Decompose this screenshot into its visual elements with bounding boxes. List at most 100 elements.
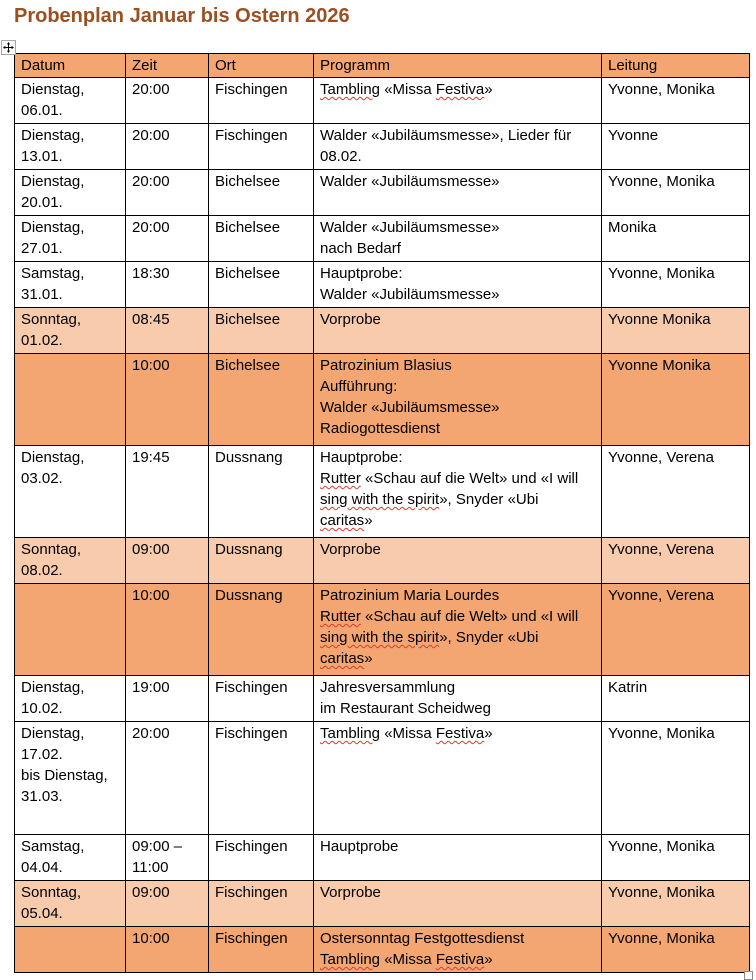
leitung-line: Yvonne <box>608 127 659 144</box>
datum-line: bis Dienstag, <box>21 767 108 784</box>
cell-zeit: 19:45 <box>125 445 209 538</box>
cell-datum: Dienstag, 10.02. <box>14 675 126 722</box>
misspelled-word: Tambling <box>320 951 381 968</box>
programm-line: Hauptprobe: <box>320 449 403 466</box>
misspelled-word: Festiva <box>435 81 485 98</box>
leitung-line: Yvonne, Monika <box>608 81 715 98</box>
cell-datum: Sonntag, 08.02. <box>14 537 126 584</box>
cell-datum: Dienstag, 06.01. <box>14 77 126 124</box>
leitung-line: Yvonne, Verena <box>608 449 714 466</box>
cell-zeit: 20:00 <box>125 77 209 124</box>
cell-programm: Patrozinium Maria Lourdes Rutter «Schau a… <box>313 583 602 676</box>
table-row: Dienstag, 17.02. bis Dienstag, 31.03. 20:00 F… <box>14 721 750 835</box>
cell-programm: Hauptprobe <box>313 834 602 881</box>
cell-ort: Bichelsee <box>208 261 314 308</box>
cell-zeit: 10:00 <box>125 353 209 446</box>
datum-line: 31.01. <box>21 286 63 303</box>
cell-datum <box>14 583 126 676</box>
programm-line: Patrozinium Blasius <box>320 357 452 374</box>
cell-ort: Fischingen <box>208 123 314 170</box>
misspelled-word: caritas <box>320 512 365 529</box>
misspelled-word: Tambling <box>320 81 381 98</box>
cell-zeit: 19:00 <box>125 675 209 722</box>
ort-line: Dussnang <box>215 541 283 558</box>
table-header-row: Datum Zeit Ort Programm Leitung <box>14 53 750 78</box>
cell-datum: Sonntag, 05.04. <box>14 880 126 927</box>
cell-leitung: Yvonne Monika <box>601 307 750 354</box>
cell-zeit: 18:30 <box>125 261 209 308</box>
cell-leitung: Yvonne, Monika <box>601 169 750 216</box>
cell-leitung: Yvonne Monika <box>601 353 750 446</box>
table-move-handle-icon[interactable] <box>1 40 16 55</box>
cell-programm: Vorprobe <box>313 880 602 927</box>
cell-leitung: Yvonne, Monika <box>601 77 750 124</box>
header-leitung: Leitung <box>601 53 750 78</box>
datum-line: 03.02. <box>21 470 63 487</box>
zeit-line: 09:00 – <box>132 838 183 855</box>
page-title: Probenplan Januar bis Ostern 2026 <box>14 5 350 27</box>
zeit-line: 09:00 <box>132 884 170 901</box>
table-resize-handle-icon[interactable] <box>744 971 753 980</box>
datum-line: 10.02. <box>21 700 63 717</box>
cell-programm: Walder «Jubiläumsmesse», Lieder für 08.02… <box>313 123 602 170</box>
cell-zeit: 10:00 <box>125 926 209 973</box>
leitung-line: Yvonne, Monika <box>608 265 715 282</box>
cell-datum <box>14 353 126 446</box>
cell-leitung: Yvonne <box>601 123 750 170</box>
datum-line: Dienstag, <box>21 725 85 742</box>
zeit-line: 20:00 <box>132 725 170 742</box>
cell-programm: Vorprobe <box>313 537 602 584</box>
ort-line: Fischingen <box>215 725 288 742</box>
programm-line: Tambling «Missa Festiva» <box>320 725 493 742</box>
leitung-line: Yvonne, Monika <box>608 725 715 742</box>
cell-zeit: 20:00 <box>125 721 209 835</box>
leitung-line: Yvonne, Verena <box>608 541 714 558</box>
cell-leitung: Monika <box>601 215 750 262</box>
table-row: Sonntag, 05.04. 09:00 Fischingen Vorprobe Yvo… <box>14 880 750 927</box>
cell-programm: Tambling «Missa Festiva» <box>313 77 602 124</box>
ort-line: Fischingen <box>215 127 288 144</box>
cell-datum: Sonntag, 01.02. <box>14 307 126 354</box>
header-ort: Ort <box>208 53 314 78</box>
cell-leitung: Katrin <box>601 675 750 722</box>
table-row: Dienstag, 06.01. 20:00 Fischingen Tambling «… <box>14 77 750 124</box>
zeit-line: 20:00 <box>132 127 170 144</box>
cell-programm: Tambling «Missa Festiva» <box>313 721 602 835</box>
cell-ort: Fischingen <box>208 834 314 881</box>
misspelled-word: sing with the spirit <box>320 629 440 646</box>
cell-ort: Bichelsee <box>208 169 314 216</box>
cell-ort: Fischingen <box>208 926 314 973</box>
cell-ort: Fischingen <box>208 675 314 722</box>
cell-leitung: Yvonne, Verena <box>601 583 750 676</box>
ort-line: Dussnang <box>215 587 283 604</box>
programm-line: Tambling «Missa Festiva» <box>320 951 493 968</box>
cell-ort: Fischingen <box>208 721 314 835</box>
ort-line: Bichelsee <box>215 311 281 328</box>
datum-line: Samstag, <box>21 265 85 282</box>
datum-line: Dienstag, <box>21 173 85 190</box>
programm-line: Walder «Jubiläumsmesse» <box>320 399 500 416</box>
cell-ort: Dussnang <box>208 537 314 584</box>
cell-ort: Bichelsee <box>208 353 314 446</box>
programm-line: Ostersonntag Festgottesdienst <box>320 930 525 947</box>
cell-programm: Hauptprobe: Rutter «Schau auf die Welt» u… <box>313 445 602 538</box>
cell-datum: Dienstag, 20.01. <box>14 169 126 216</box>
datum-line: Dienstag, <box>21 219 85 236</box>
misspelled-word: sing with the spirit <box>320 491 440 508</box>
cell-zeit: 20:00 <box>125 169 209 216</box>
cell-programm: Hauptprobe: Walder «Jubiläumsmesse» <box>313 261 602 308</box>
datum-line: 13.01. <box>21 148 63 165</box>
programm-line: 08.02. <box>320 148 362 165</box>
cell-datum: Samstag, 31.01. <box>14 261 126 308</box>
programm-line: Walder «Jubiläumsmesse», Lieder für <box>320 127 572 144</box>
four-way-arrow-icon <box>3 42 14 53</box>
ort-line: Fischingen <box>215 679 288 696</box>
programm-line: Hauptprobe <box>320 838 399 855</box>
header-datum: Datum <box>14 53 126 78</box>
cell-zeit: 09:00 <box>125 880 209 927</box>
table-row: Dienstag, 27.01. 20:00 Bichelsee Walder «Jub… <box>14 215 750 262</box>
zeit-line: 10:00 <box>132 357 170 374</box>
datum-line: 06.01. <box>21 102 63 119</box>
cell-leitung: Yvonne, Verena <box>601 537 750 584</box>
programm-line: Tambling «Missa Festiva» <box>320 81 493 98</box>
